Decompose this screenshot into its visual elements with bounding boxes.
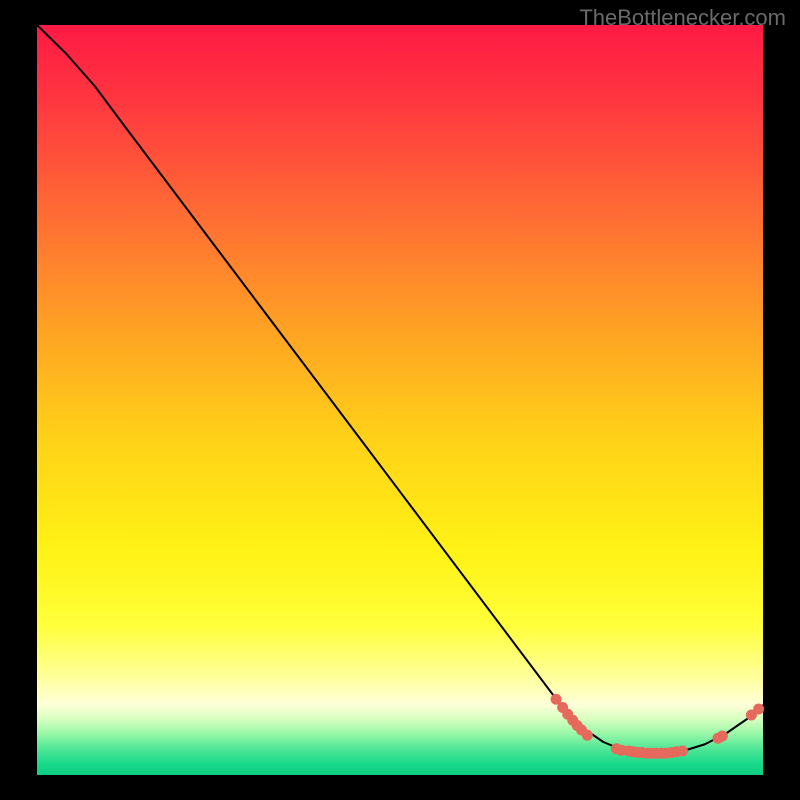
watermark-text: TheBottlenecker.com [579, 5, 786, 31]
plot-gradient-background [37, 25, 763, 775]
bottleneck-chart [0, 0, 800, 800]
marker-dot [582, 730, 592, 740]
marker-dot [754, 704, 764, 714]
marker-dot [717, 731, 727, 741]
marker-dot [551, 694, 561, 704]
marker-dot [677, 746, 687, 756]
